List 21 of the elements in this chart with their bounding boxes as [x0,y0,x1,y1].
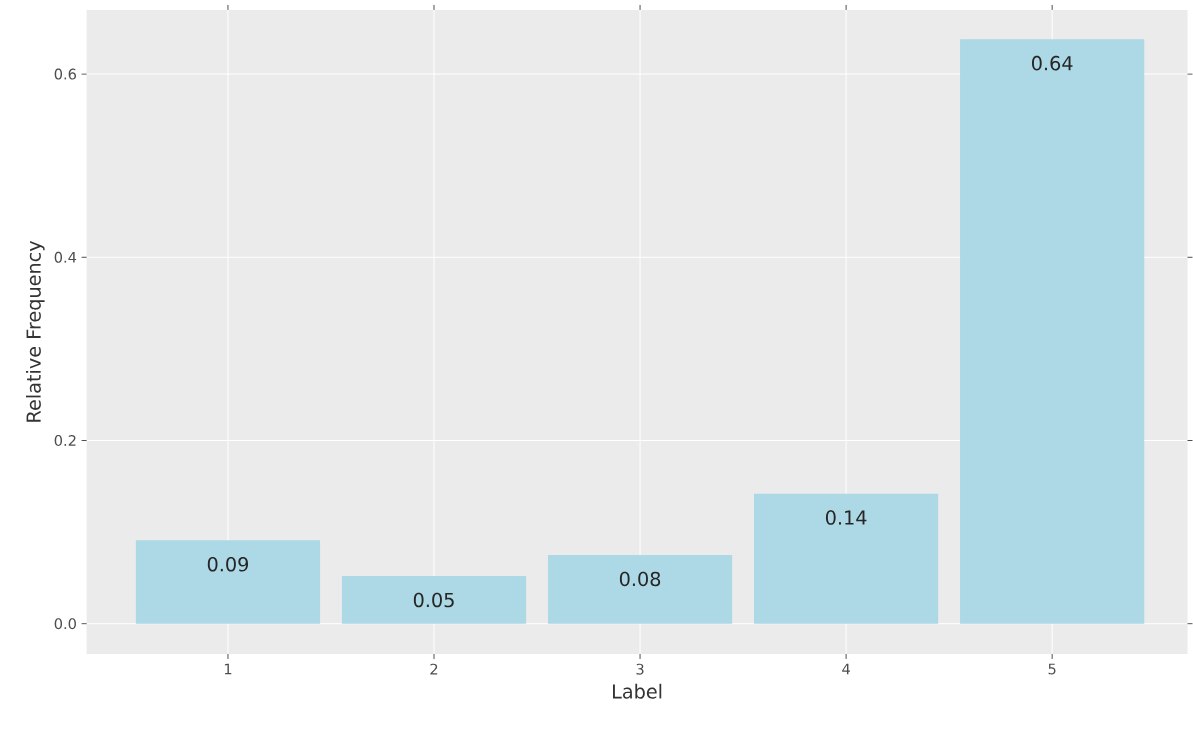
data-label: 0.09 [207,557,249,572]
y-tick-label: 0.2 [54,435,76,447]
y-tick-label: 0.6 [54,68,77,80]
data-label: 0.05 [413,592,454,608]
bar [960,39,1145,624]
bar [754,493,939,624]
data-label: 0.64 [1032,56,1073,71]
bar [547,555,733,624]
y-tick-label: 0.4 [54,251,77,263]
data-label: 0.14 [825,510,867,526]
x-tick-label: 5 [1048,663,1056,675]
x-tick-label: 1 [224,663,232,675]
x-tick-label: 3 [636,663,644,675]
y-tick-label: 0.0 [54,618,76,630]
y-axis-title: Relative Frequency [25,241,45,422]
data-label: 0.08 [619,571,661,587]
x-tick-label: 2 [430,663,438,675]
bar [341,576,527,624]
x-tick-label: 4 [842,663,850,675]
bar [135,540,321,624]
x-axis-title: Label [613,683,662,699]
